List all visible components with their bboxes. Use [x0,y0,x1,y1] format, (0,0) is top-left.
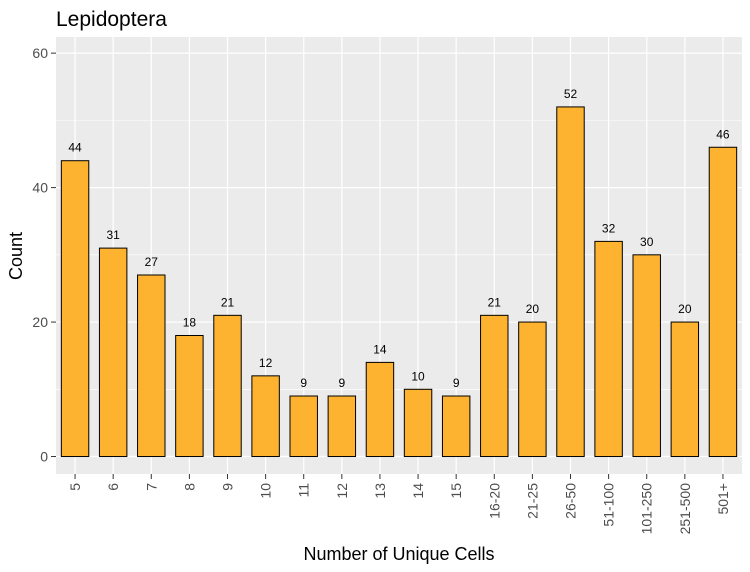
bar [175,335,204,458]
x-axis: 5 6 7 8 9 10 11 12 13 14 15 16-20 21-25 26-50 51-100 10… [67,474,731,534]
x-tick-label: 51-100 [601,483,617,527]
chart-title: Lepidoptera [56,8,167,31]
data-label: 14 [373,342,387,356]
data-label: 18 [183,316,197,330]
bar [251,375,280,458]
x-tick-label: 11 [296,483,312,498]
data-label: 30 [640,235,654,249]
x-tick-label: 101-250 [639,483,655,535]
y-tick-label: 20 [32,314,48,330]
data-label: 20 [526,302,540,316]
y-tick-label: 0 [40,449,48,465]
data-label: 12 [259,356,273,370]
y-axis-title: Count [6,232,26,280]
y-tick-label: 40 [32,180,48,196]
bar [213,314,242,458]
data-label: 10 [411,369,425,383]
bar [441,395,471,458]
data-label: 27 [145,255,159,269]
plot-panel [56,37,742,474]
bar [137,274,166,458]
y-axis: 0 20 40 60 [32,45,56,465]
bar [518,321,547,458]
data-label: 31 [106,228,120,242]
x-tick-label: 13 [372,483,388,499]
data-label: 21 [221,295,235,309]
x-tick-label: 15 [448,483,464,499]
x-tick-label: 26-50 [563,483,579,519]
bar [594,240,623,458]
x-tick-label: 14 [410,483,426,499]
x-tick-label: 9 [220,483,236,491]
minor-grid [56,120,742,390]
data-label: 20 [678,302,692,316]
x-tick-label: 16-20 [486,483,502,519]
x-axis-title: Number of Unique Cells [303,544,494,564]
data-label: 21 [488,295,502,309]
x-tick-label: 251-500 [677,483,693,535]
data-label: 9 [338,376,345,390]
bar [365,361,395,458]
bar [708,146,738,458]
data-label: 9 [453,376,460,390]
bar [480,314,509,458]
bar [289,395,318,458]
x-tick-label: 12 [334,483,350,499]
bar [327,395,357,458]
x-tick-label: 10 [258,483,274,499]
bar [60,160,90,458]
bar [632,254,661,458]
bars [60,106,738,458]
x-tick-label: 7 [143,483,159,491]
bar [556,106,585,458]
bar [670,321,700,458]
bar [98,247,128,458]
x-tick-label: 501+ [715,483,731,515]
data-label: 52 [564,87,578,101]
bar [403,388,433,458]
x-tick-label: 8 [181,483,197,491]
data-label: 9 [300,376,307,390]
data-label: 46 [716,127,730,141]
x-tick-label: 21-25 [524,483,540,519]
x-tick-label: 6 [105,483,121,491]
x-tick-label: 5 [67,483,83,491]
data-label: 32 [602,221,616,235]
data-labels: 44 31 27 18 21 12 9 9 14 10 9 21 20 52 32 30 20 46 [68,87,730,390]
data-label: 44 [68,141,82,155]
y-tick-label: 60 [32,45,48,61]
